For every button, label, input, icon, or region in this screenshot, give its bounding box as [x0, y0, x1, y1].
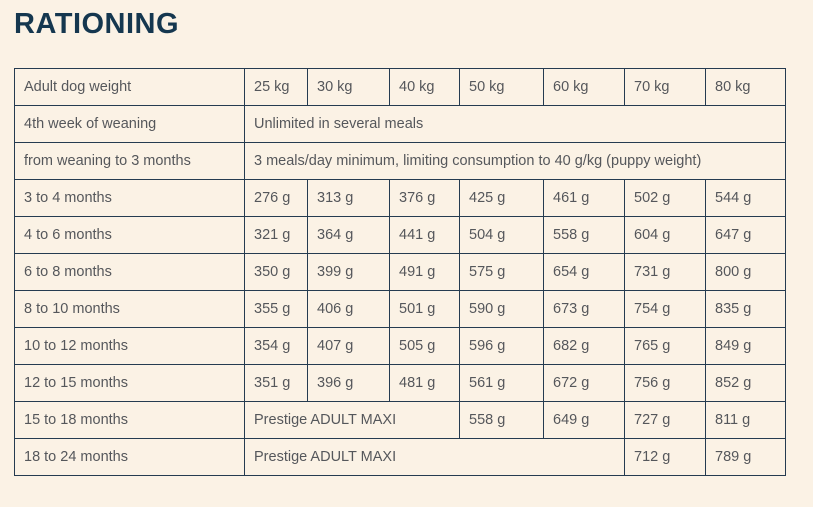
row-label: 12 to 15 months: [14, 364, 245, 402]
table-cell: 504 g: [459, 216, 544, 254]
table-cell: 544 g: [705, 179, 786, 217]
table-cell: 354 g: [244, 327, 308, 365]
table-cell: 604 g: [624, 216, 706, 254]
column-header-weight: 50 kg: [459, 68, 544, 106]
table-row: 3 to 4 months 276 g 313 g 376 g 425 g 461 g 50…: [14, 179, 786, 217]
row-label: 10 to 12 months: [14, 327, 245, 365]
column-header-weight: 70 kg: [624, 68, 706, 106]
table-cell: 351 g: [244, 364, 308, 402]
table-cell: 396 g: [307, 364, 390, 402]
table-cell: 649 g: [543, 401, 625, 439]
table-cell: 399 g: [307, 253, 390, 291]
table-cell: 835 g: [705, 290, 786, 328]
table-cell: 789 g: [705, 438, 786, 476]
table-row: 10 to 12 months 354 g 407 g 505 g 596 g 682 g…: [14, 327, 786, 365]
table-cell: 364 g: [307, 216, 390, 254]
table-cell: 672 g: [543, 364, 625, 402]
table-cell: Prestige ADULT MAXI: [244, 438, 625, 476]
table-cell: 590 g: [459, 290, 544, 328]
row-label: 4th week of weaning: [14, 105, 245, 143]
table-header-row: Adult dog weight 25 kg 30 kg 40 kg 50 kg 60 k…: [14, 68, 786, 106]
table-cell: 654 g: [543, 253, 625, 291]
table-cell: 350 g: [244, 253, 308, 291]
table-cell: 727 g: [624, 401, 706, 439]
table-row: 12 to 15 months 351 g 396 g 481 g 561 g 672 g…: [14, 364, 786, 402]
table-cell: 673 g: [543, 290, 625, 328]
table-cell: 558 g: [459, 401, 544, 439]
table-row: 4 to 6 months 321 g 364 g 441 g 504 g 558 g 60…: [14, 216, 786, 254]
table-cell: 406 g: [307, 290, 390, 328]
table-cell: 501 g: [389, 290, 460, 328]
table-cell: 3 meals/day minimum, limiting consumptio…: [244, 142, 786, 180]
table-row: from weaning to 3 months 3 meals/day mini…: [14, 142, 786, 180]
table-cell: 461 g: [543, 179, 625, 217]
column-header-weight: 80 kg: [705, 68, 786, 106]
table-cell: 481 g: [389, 364, 460, 402]
row-label: 18 to 24 months: [14, 438, 245, 476]
table-cell: Unlimited in several meals: [244, 105, 786, 143]
column-header-weight: 40 kg: [389, 68, 460, 106]
row-label: 3 to 4 months: [14, 179, 245, 217]
table-row: 4th week of weaning Unlimited in several …: [14, 105, 786, 143]
table-cell: 712 g: [624, 438, 706, 476]
table-cell: 765 g: [624, 327, 706, 365]
table-cell: 276 g: [244, 179, 308, 217]
column-header-weight: 60 kg: [543, 68, 625, 106]
table-cell: 425 g: [459, 179, 544, 217]
table-cell: 647 g: [705, 216, 786, 254]
table-cell: 800 g: [705, 253, 786, 291]
table-cell: 502 g: [624, 179, 706, 217]
table-cell: 849 g: [705, 327, 786, 365]
rationing-table: Adult dog weight 25 kg 30 kg 40 kg 50 kg 60 k…: [14, 68, 786, 476]
table-cell: 756 g: [624, 364, 706, 402]
table-cell: 754 g: [624, 290, 706, 328]
table-cell: 596 g: [459, 327, 544, 365]
table-cell: 407 g: [307, 327, 390, 365]
column-header-weight: 30 kg: [307, 68, 390, 106]
table-cell: 505 g: [389, 327, 460, 365]
row-label: 15 to 18 months: [14, 401, 245, 439]
rationing-table-body: Adult dog weight 25 kg 30 kg 40 kg 50 kg 60 k…: [14, 68, 786, 476]
table-cell: 321 g: [244, 216, 308, 254]
row-label: from weaning to 3 months: [14, 142, 245, 180]
column-header-label: Adult dog weight: [14, 68, 245, 106]
table-cell: 441 g: [389, 216, 460, 254]
table-cell: 355 g: [244, 290, 308, 328]
table-row: 6 to 8 months 350 g 399 g 491 g 575 g 654 g 73…: [14, 253, 786, 291]
column-header-weight: 25 kg: [244, 68, 308, 106]
table-cell: 575 g: [459, 253, 544, 291]
page-title: RATIONING: [14, 8, 180, 40]
table-cell: 561 g: [459, 364, 544, 402]
table-cell: 491 g: [389, 253, 460, 291]
row-label: 8 to 10 months: [14, 290, 245, 328]
table-cell: Prestige ADULT MAXI: [244, 401, 460, 439]
table-cell: 558 g: [543, 216, 625, 254]
row-label: 4 to 6 months: [14, 216, 245, 254]
row-label: 6 to 8 months: [14, 253, 245, 291]
table-cell: 376 g: [389, 179, 460, 217]
table-cell: 811 g: [705, 401, 786, 439]
table-cell: 682 g: [543, 327, 625, 365]
table-cell: 852 g: [705, 364, 786, 402]
table-cell: 313 g: [307, 179, 390, 217]
table-cell: 731 g: [624, 253, 706, 291]
